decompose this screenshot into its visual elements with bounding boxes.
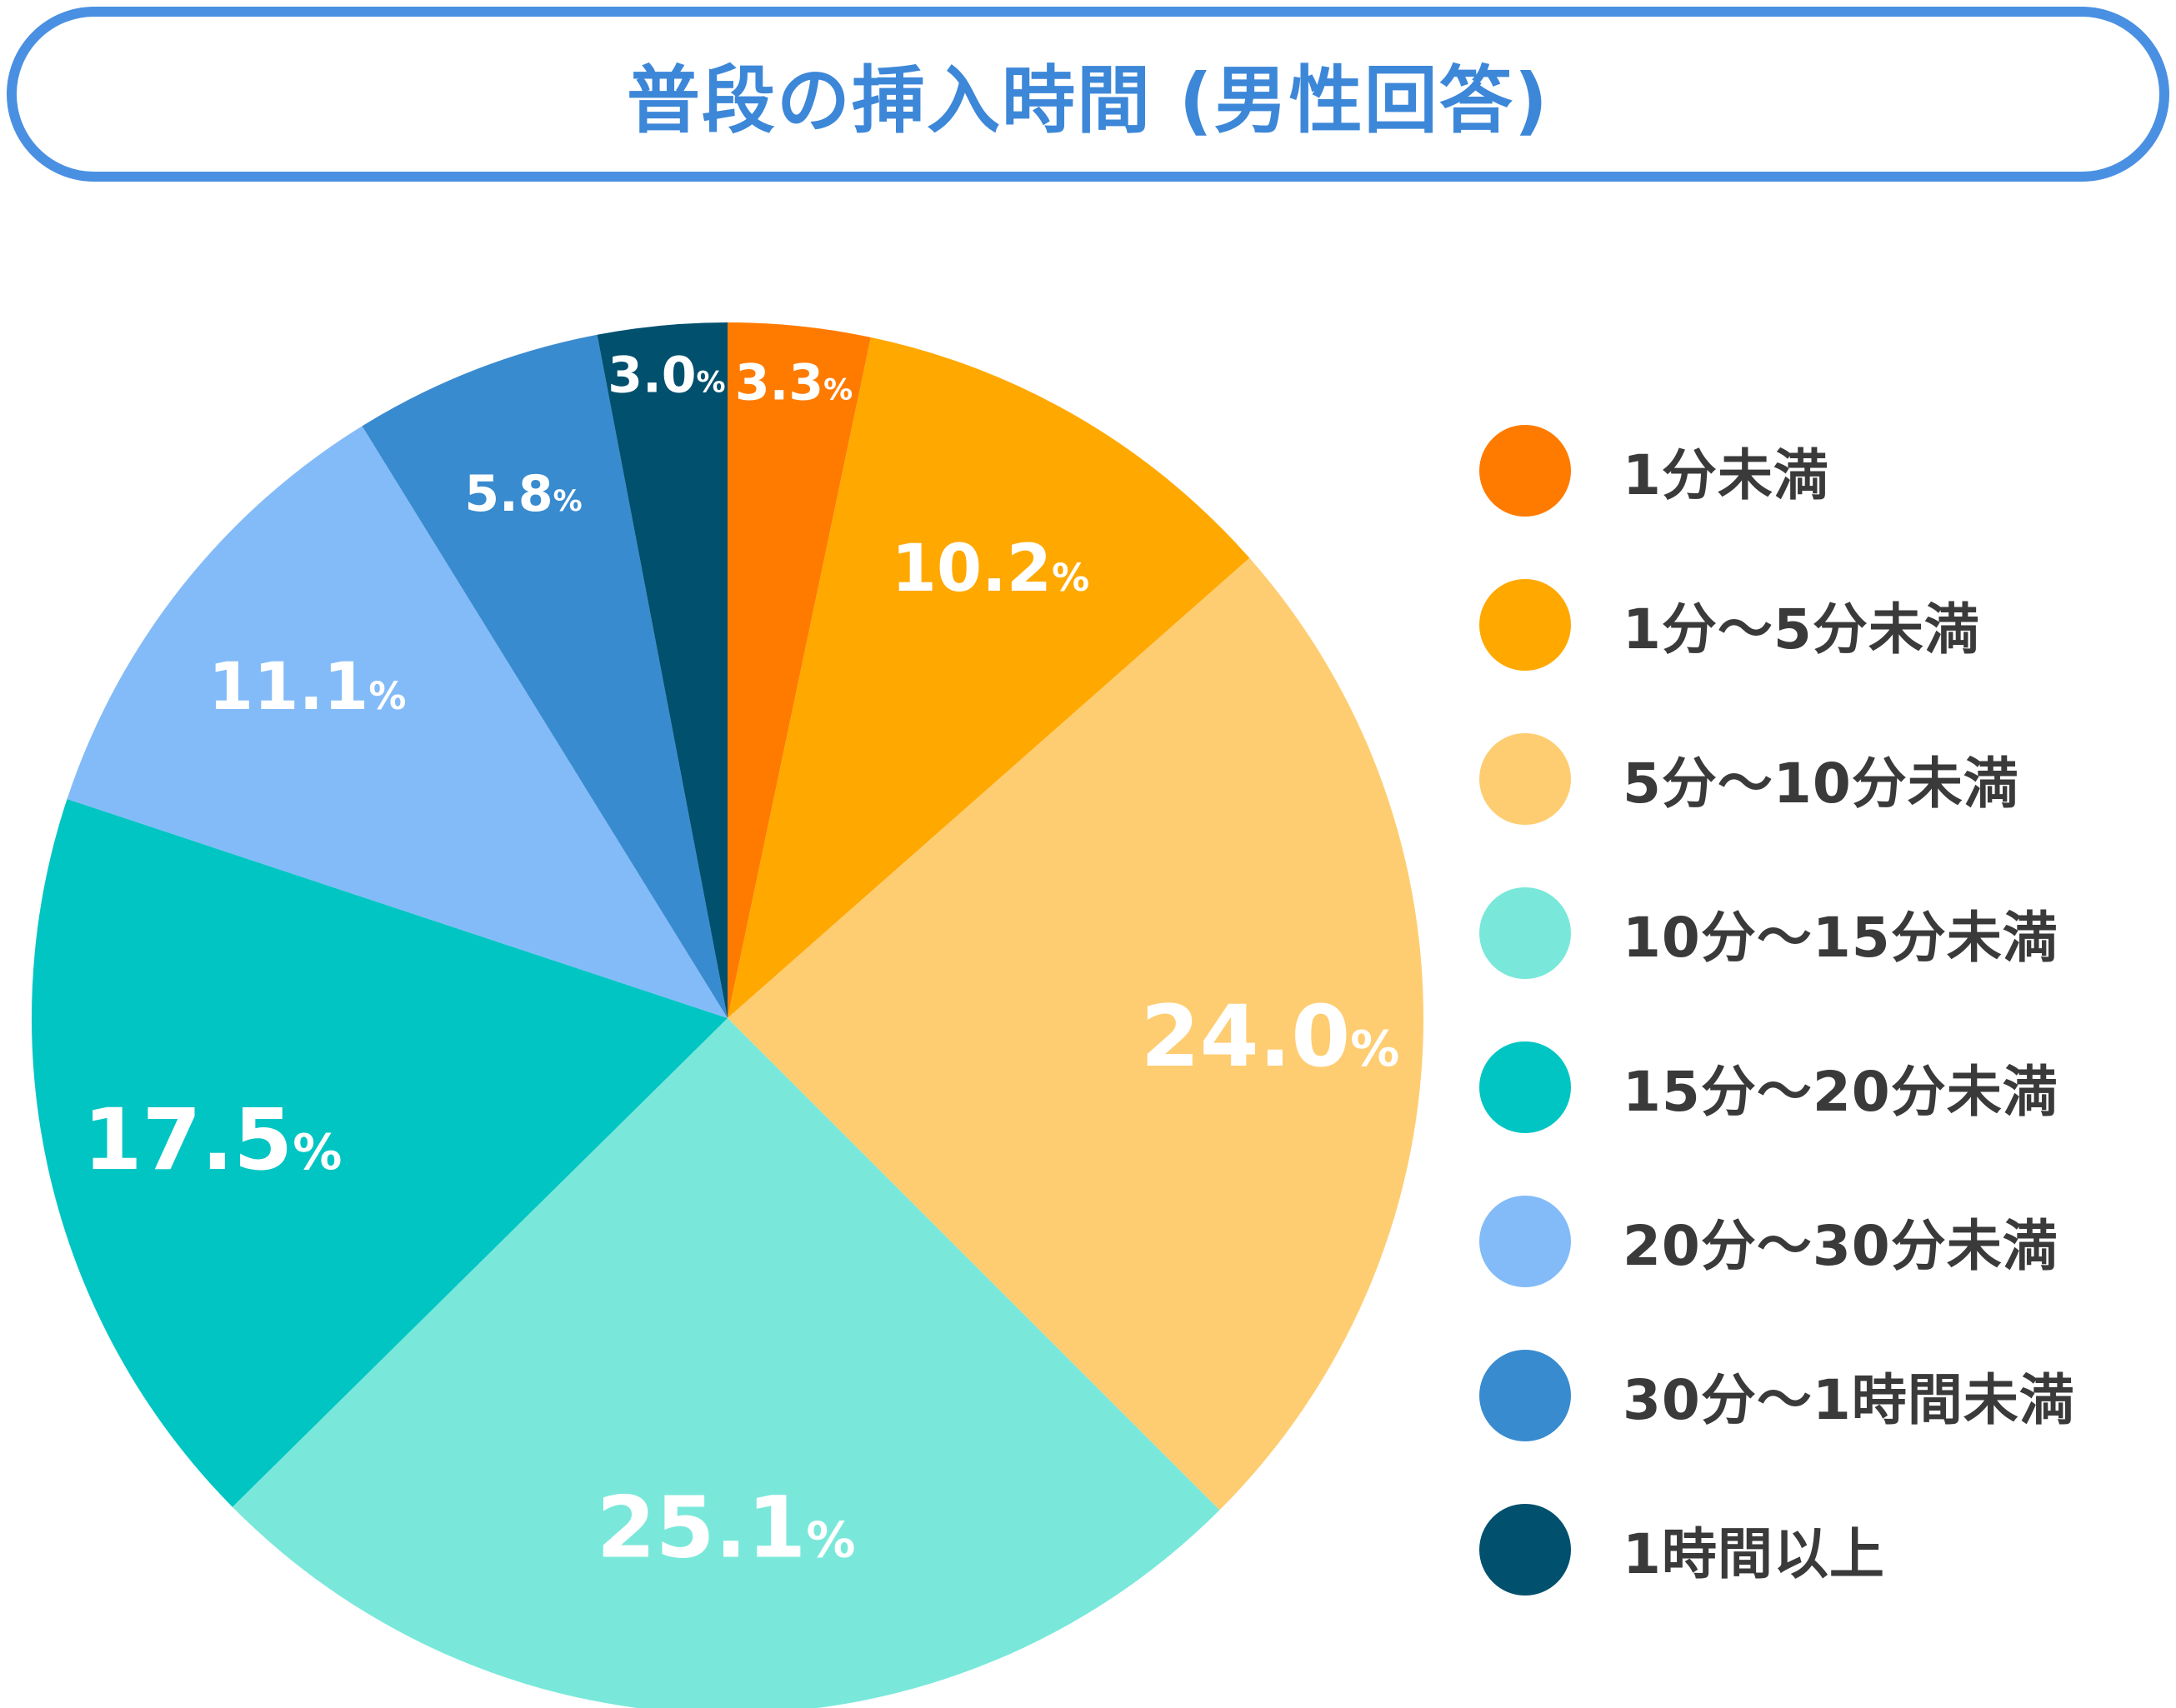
slice-label-4: 17.5%: [83, 1091, 343, 1190]
slice-unit-1: %: [1052, 556, 1089, 600]
pie-slice-3: [232, 1018, 1220, 1708]
legend-item-7: 1時間以上: [1479, 1504, 1885, 1596]
slice-unit-2: %: [1350, 1020, 1399, 1077]
pie-slice-0: [728, 322, 871, 1018]
pie-slice-2: [728, 557, 1423, 1511]
slice-label-5: 11.1%: [208, 650, 407, 725]
legend-item-6: 30分～1時間未満: [1479, 1350, 2075, 1441]
legend-item-2: 5分～10分未満: [1479, 733, 2019, 825]
legend-label-7: 1時間以上: [1623, 1522, 1885, 1586]
pie-slice-7: [597, 322, 728, 1018]
slice-unit-5: %: [368, 674, 406, 718]
legend-item-5: 20分～30分未満: [1479, 1196, 2058, 1287]
legend-label-0: 1分未満: [1623, 443, 1829, 507]
slice-label-3: 25.1%: [597, 1478, 856, 1577]
legend-item-1: 1分～5分未満: [1479, 579, 1980, 671]
slice-label-0: 3.3%: [735, 354, 853, 412]
legend-item-0: 1分未満: [1479, 425, 1829, 517]
slice-unit-4: %: [293, 1123, 342, 1181]
slice-value-0: 3.3: [735, 354, 823, 412]
legend-swatch-4: [1479, 1041, 1571, 1133]
slice-label-6: 5.8%: [464, 465, 582, 523]
legend-label-2: 5分～10分未満: [1623, 752, 2019, 816]
slice-label-1: 10.2%: [892, 532, 1090, 607]
pie-slice-4: [31, 798, 728, 1507]
slice-unit-0: %: [823, 374, 853, 407]
slice-value-5: 11.1: [208, 650, 368, 725]
legend-swatch-2: [1479, 733, 1571, 825]
slice-value-3: 25.1: [597, 1478, 807, 1577]
legend-swatch-5: [1479, 1196, 1571, 1287]
pie-slices: [31, 322, 1423, 1708]
legend-swatch-0: [1479, 425, 1571, 517]
legend-label-3: 10分～15分未満: [1623, 906, 2058, 970]
title-banner: 普段の挿入時間 (男性回答): [7, 7, 2169, 182]
pie-slice-1: [728, 337, 1250, 1018]
slice-unit-6: %: [553, 485, 583, 518]
legend-label-5: 20分～30分未満: [1623, 1214, 2058, 1278]
slice-value-7: 3.0: [608, 347, 696, 405]
legend-label-4: 15分～20分未満: [1623, 1060, 2058, 1124]
slice-value-4: 17.5: [83, 1091, 293, 1190]
legend-label-6: 30分～1時間未満: [1623, 1368, 2075, 1432]
pie-slice-6: [362, 334, 728, 1018]
pie-slice-5: [67, 426, 728, 1018]
legend-label-1: 1分～5分未満: [1623, 597, 1980, 662]
pie-data-labels: 3.3%10.2%24.0%25.1%17.5%11.1%5.8%3.0%: [83, 347, 1400, 1578]
legend-swatch-1: [1479, 579, 1571, 671]
slice-value-1: 10.2: [892, 532, 1052, 607]
slice-value-2: 24.0: [1141, 987, 1351, 1086]
slice-value-6: 5.8: [464, 465, 553, 523]
slice-label-2: 24.0%: [1141, 987, 1400, 1086]
slice-unit-7: %: [697, 367, 726, 400]
slice-label-7: 3.0%: [608, 347, 725, 405]
legend-swatch-7: [1479, 1504, 1571, 1596]
slice-unit-3: %: [806, 1511, 855, 1568]
legend-swatch-3: [1479, 887, 1571, 979]
legend-item-4: 15分～20分未満: [1479, 1041, 2058, 1133]
legend-swatch-6: [1479, 1350, 1571, 1441]
chart-title: 普段の挿入時間 (男性回答): [626, 57, 1550, 143]
legend-item-3: 10分～15分未満: [1479, 887, 2058, 979]
